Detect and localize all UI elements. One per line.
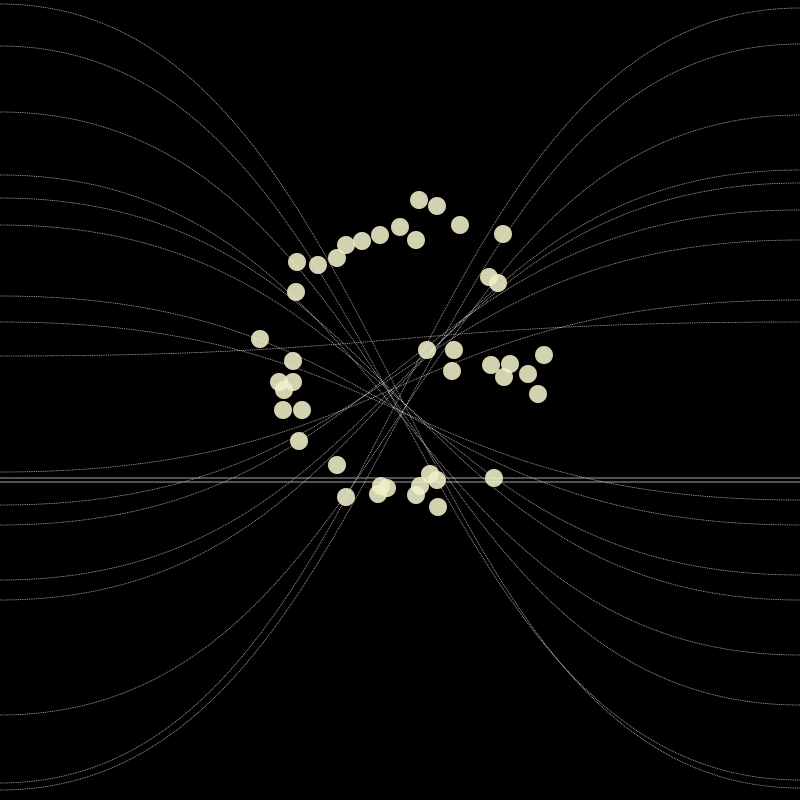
dot — [495, 368, 513, 386]
curve-line — [0, 43, 800, 791]
dot — [284, 352, 302, 370]
curve-line — [0, 299, 800, 473]
horizontal-lines-layer — [0, 477, 800, 483]
dot — [489, 274, 507, 292]
dot — [485, 469, 503, 487]
curve-line — [0, 182, 800, 581]
dot — [287, 283, 305, 301]
curve-line — [0, 7, 800, 784]
dot — [251, 330, 269, 348]
curve-line — [0, 209, 800, 526]
dot — [429, 498, 447, 516]
dot — [371, 226, 389, 244]
dot — [443, 362, 461, 380]
dot — [428, 197, 446, 215]
dot — [482, 356, 500, 374]
dot — [369, 485, 387, 503]
dot — [337, 488, 355, 506]
curve-line — [0, 45, 800, 781]
dot — [451, 216, 469, 234]
dot — [328, 249, 346, 267]
dot — [275, 381, 293, 399]
curve-line — [0, 169, 800, 601]
curve-line — [0, 197, 800, 601]
curve-line — [0, 174, 800, 656]
dot — [410, 191, 428, 209]
dot — [407, 231, 425, 249]
dot — [288, 253, 306, 271]
dot — [494, 225, 512, 243]
curve-line — [0, 111, 800, 706]
curve-line — [0, 321, 800, 357]
dot — [445, 341, 463, 359]
dot — [535, 346, 553, 364]
dot — [328, 456, 346, 474]
curve-line — [0, 114, 800, 716]
curves-layer — [0, 3, 800, 791]
dot — [428, 471, 446, 489]
curve-line — [0, 224, 800, 576]
dot — [290, 432, 308, 450]
dot — [309, 256, 327, 274]
curve-line — [0, 321, 800, 501]
dot — [519, 365, 537, 383]
curve-line — [0, 239, 800, 506]
curve-line — [0, 295, 800, 526]
dot — [418, 341, 436, 359]
dot — [407, 486, 425, 504]
dot — [353, 232, 371, 250]
dot — [391, 218, 409, 236]
dots-layer — [251, 191, 553, 516]
dot — [337, 236, 355, 254]
dot — [293, 401, 311, 419]
dot — [529, 385, 547, 403]
dot — [274, 401, 292, 419]
